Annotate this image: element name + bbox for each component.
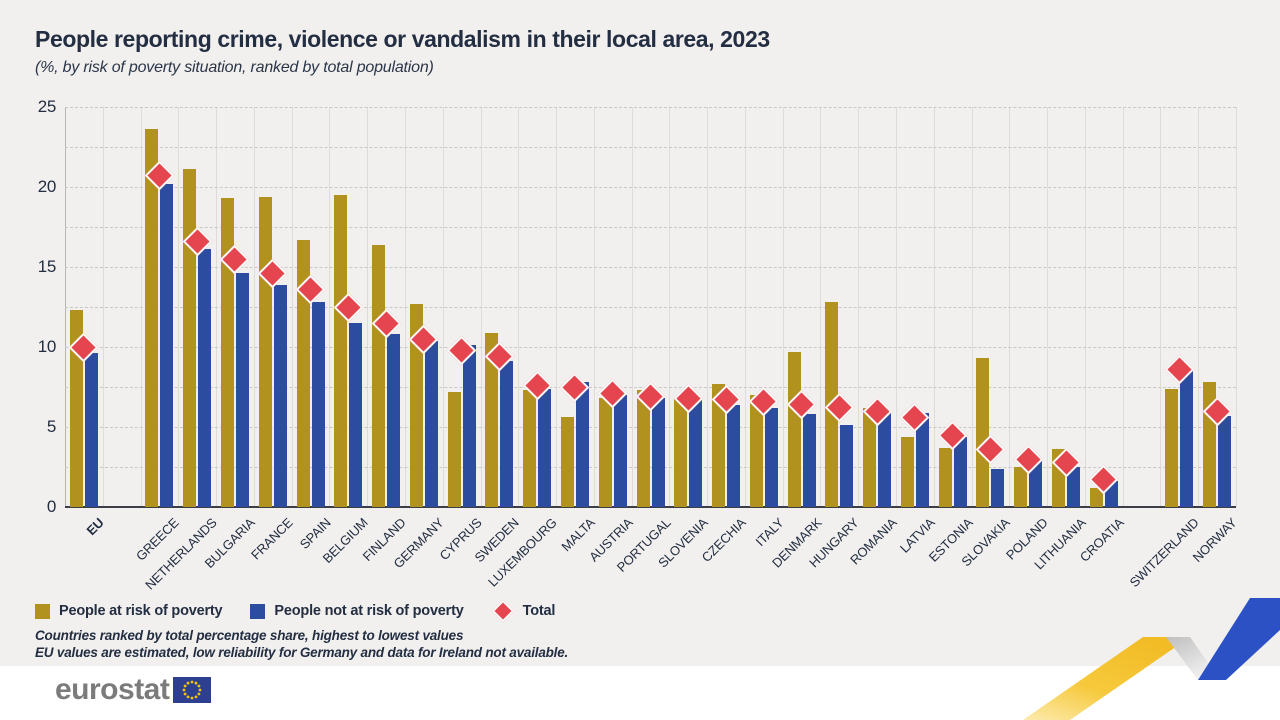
bar-not-at-risk-of-poverty: [991, 468, 1005, 507]
y-axis-tick-label: 5: [46, 417, 56, 436]
bar-at-risk-of-poverty: [598, 398, 612, 507]
bar-at-risk-of-poverty: [787, 351, 801, 507]
bar-at-risk-of-poverty: [258, 196, 272, 507]
eu-flag-icon: [173, 677, 212, 703]
bar-at-risk-of-poverty: [485, 332, 499, 507]
page-title: People reporting crime, violence or vand…: [35, 26, 770, 52]
legend: People at risk of poverty People not at …: [35, 599, 583, 623]
bar-not-at-risk-of-poverty: [387, 334, 401, 507]
bar-not-at-risk-of-poverty: [160, 183, 174, 507]
bar-not-at-risk-of-poverty: [235, 273, 249, 507]
bar-not-at-risk-of-poverty: [462, 345, 476, 507]
bar-at-risk-of-poverty: [712, 383, 726, 507]
bar-not-at-risk-of-poverty: [1067, 467, 1081, 507]
legend-item-at-risk: People at risk of poverty: [35, 603, 223, 619]
bar-not-at-risk-of-poverty: [424, 340, 438, 507]
y-axis-tick-label: 0: [46, 497, 56, 516]
horizontal-gridline: [65, 427, 1236, 428]
bar-not-at-risk-of-poverty: [651, 398, 665, 507]
bar-not-at-risk-of-poverty: [840, 425, 854, 507]
footnote-reliability: EU values are estimated, low reliability…: [35, 645, 569, 660]
bar-not-at-risk-of-poverty: [311, 302, 325, 507]
bar-at-risk-of-poverty: [674, 398, 688, 507]
bar-not-at-risk-of-poverty: [764, 407, 778, 507]
horizontal-gridline: [65, 467, 1236, 468]
bar-at-risk-of-poverty: [1089, 487, 1103, 507]
horizontal-gridline: [65, 187, 1236, 188]
x-axis-label: NORWAY: [1189, 515, 1240, 565]
bar-at-risk-of-poverty: [938, 447, 952, 507]
bar-not-at-risk-of-poverty: [500, 361, 514, 507]
y-axis-tick-label: 25: [37, 97, 57, 116]
bar-at-risk-of-poverty: [863, 407, 877, 507]
not-at-risk-swatch-icon: [250, 603, 266, 619]
bar-at-risk-of-poverty: [334, 195, 348, 507]
bar-not-at-risk-of-poverty: [727, 404, 741, 507]
bar-not-at-risk-of-poverty: [613, 395, 627, 507]
bar-at-risk-of-poverty: [560, 417, 574, 507]
bar-at-risk-of-poverty: [749, 395, 763, 507]
bar-not-at-risk-of-poverty: [538, 388, 552, 507]
bar-at-risk-of-poverty: [976, 358, 990, 507]
y-axis-tick-label: 10: [37, 337, 57, 356]
horizontal-gridline: [65, 227, 1236, 228]
bar-at-risk-of-poverty: [409, 303, 423, 507]
bar-at-risk-of-poverty: [1165, 388, 1179, 507]
bar-at-risk-of-poverty: [1014, 467, 1028, 507]
horizontal-gridline: [65, 147, 1236, 148]
horizontal-gridline: [65, 267, 1236, 268]
legend-label: People at risk of poverty: [59, 603, 223, 619]
horizontal-gridline: [65, 347, 1236, 348]
bar-not-at-risk-of-poverty: [1029, 460, 1043, 507]
legend-label: Total: [522, 603, 556, 619]
bar-not-at-risk-of-poverty: [198, 249, 212, 507]
bar-at-risk-of-poverty: [145, 129, 159, 507]
page-subtitle: (%, by risk of poverty situation, ranked…: [35, 59, 434, 76]
bar-at-risk-of-poverty: [523, 390, 537, 507]
vertical-gridline: [1236, 107, 1237, 507]
bar-not-at-risk-of-poverty: [689, 398, 703, 507]
bar-at-risk-of-poverty: [220, 198, 234, 507]
eurostat-logo-text: eurostat: [55, 673, 170, 706]
x-axis-line: [65, 506, 1236, 508]
footnote-ranking: Countries ranked by total percentage sha…: [35, 628, 464, 643]
plot-area: 0 5 10 15 20 25 EU GREECE NETHERLANDS BULGARIA FRA…: [38, 97, 1240, 593]
x-axis-label: SWITZERLAND: [1126, 515, 1202, 590]
bar-not-at-risk-of-poverty: [1180, 367, 1194, 507]
bar-not-at-risk-of-poverty: [953, 436, 967, 507]
eurostat-logo: eurostat: [55, 673, 212, 706]
bar-at-risk-of-poverty: [900, 436, 914, 507]
bar-not-at-risk-of-poverty: [878, 412, 892, 507]
bar-not-at-risk-of-poverty: [575, 382, 589, 507]
bar-at-risk-of-poverty: [372, 244, 386, 507]
bar-at-risk-of-poverty: [447, 391, 461, 507]
at-risk-swatch-icon: [35, 603, 50, 619]
legend-item-total: Total: [491, 599, 556, 623]
horizontal-gridline: [65, 307, 1236, 308]
bar-not-at-risk-of-poverty: [802, 414, 816, 507]
bar-not-at-risk-of-poverty: [84, 353, 98, 507]
bar-not-at-risk-of-poverty: [915, 412, 929, 507]
horizontal-gridline: [65, 107, 1236, 108]
legend-label: People not at risk of poverty: [274, 603, 464, 619]
bar-at-risk-of-poverty: [636, 390, 650, 507]
y-axis-tick-label: 15: [37, 257, 57, 276]
bar-not-at-risk-of-poverty: [349, 323, 363, 507]
bar-at-risk-of-poverty: [183, 169, 197, 507]
bar-at-risk-of-poverty: [296, 239, 310, 507]
y-axis-tick-label: 20: [37, 177, 57, 196]
legend-item-not-at-risk: People not at risk of poverty: [250, 603, 464, 619]
bar-not-at-risk-of-poverty: [1218, 415, 1232, 507]
bar-not-at-risk-of-poverty: [273, 284, 287, 507]
